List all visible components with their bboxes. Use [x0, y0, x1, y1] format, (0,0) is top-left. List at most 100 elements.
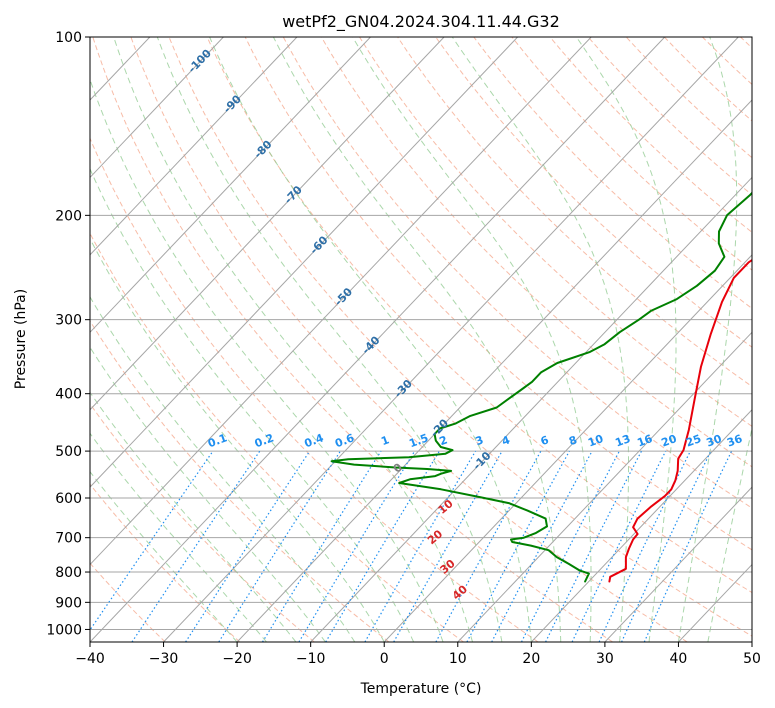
mixing-ratio-line — [643, 450, 733, 642]
mixing-ratio-line — [325, 450, 440, 642]
isotherms — [90, 37, 752, 642]
mixing-ratio-label: 6 — [539, 433, 551, 448]
x-tick-label: −30 — [149, 651, 179, 667]
isotherm-line — [604, 486, 752, 642]
y-tick-label: 1000 — [46, 622, 82, 638]
mixing-ratio-line — [393, 450, 503, 642]
x-axis-ticks: −40 −30 −20 −10 0 10 20 30 40 50 — [75, 642, 761, 667]
mixing-ratio-label: 30 — [705, 432, 724, 450]
mixing-ratio-label: 1.5 — [407, 431, 430, 450]
mixing-ratio-label: 4 — [500, 433, 512, 448]
mixing-ratio-label: 10 — [586, 432, 605, 450]
y-tick-label: 400 — [55, 387, 82, 403]
dry-adiabat-line — [168, 37, 752, 637]
dry-adiabat-line — [587, 37, 752, 196]
mixing-ratio-line — [571, 450, 667, 642]
moist-adiabat-line — [156, 37, 503, 642]
mixing-ratio-label: 25 — [684, 432, 703, 449]
isotherm-line — [530, 408, 752, 642]
mixing-ratio-line — [466, 450, 570, 642]
isobars — [90, 214, 752, 630]
mixing-ratio-label: 3 — [474, 433, 486, 448]
isotherm-line — [90, 37, 666, 642]
moist-adiabat-line — [90, 295, 356, 642]
dry-adiabat-line — [90, 137, 539, 642]
moist-adiabat-line — [90, 391, 297, 642]
mixing-ratio-label: 36 — [725, 432, 744, 450]
moist-adiabat-line — [90, 346, 326, 642]
dry-adiabats — [90, 37, 752, 642]
isotherm-line — [90, 37, 592, 566]
dry-adiabat-line — [206, 37, 752, 594]
chart-title: wetPf2_GN04.2024.304.11.44.G32 — [282, 12, 560, 32]
x-tick-label: −20 — [222, 651, 252, 667]
dry-adiabat-line — [359, 37, 752, 427]
x-tick-label: 0 — [380, 651, 389, 667]
isotherm-line — [90, 37, 224, 179]
temperature-profile-line — [608, 258, 752, 583]
y-tick-label: 500 — [55, 444, 82, 460]
mixing-ratio-line — [621, 450, 712, 642]
isotherm-line — [163, 37, 739, 642]
mixing-ratio-line — [435, 450, 542, 642]
y-axis-ticks: 100 200 300 400 500 600 700 800 900 1000 — [46, 30, 90, 638]
plot-area — [90, 37, 752, 642]
x-tick-label: 30 — [596, 651, 614, 667]
mixing-ratio-label: 0.2 — [253, 431, 276, 450]
mixing-ratio-label: 0.6 — [333, 431, 356, 450]
x-tick-label: 40 — [670, 651, 688, 667]
moist-adiabat-line — [90, 470, 238, 642]
y-axis-label: Pressure (hPa) — [13, 289, 29, 389]
mixing-ratio-label: 0.4 — [303, 431, 326, 450]
dry-adiabat-line — [90, 402, 315, 642]
moist-adiabat-line — [90, 237, 385, 642]
x-tick-label: −40 — [75, 651, 105, 667]
dry-adiabat-line — [244, 37, 752, 551]
mixing-ratio-label: 0.1 — [206, 431, 229, 450]
y-tick-label: 200 — [55, 208, 82, 224]
moist-adiabat-line — [90, 77, 444, 642]
dry-adiabat-line — [397, 37, 752, 388]
mixing-ratio-line — [90, 450, 214, 632]
x-axis-label: Temperature (°C) — [360, 681, 482, 697]
y-tick-label: 300 — [55, 313, 82, 329]
x-tick-label: 50 — [743, 651, 761, 667]
dry-adiabat-line — [473, 37, 752, 310]
mixing-ratio-label: 13 — [613, 432, 632, 449]
dry-adiabat-line — [90, 319, 390, 642]
mixing-ratio-label: 1 — [379, 433, 391, 448]
moist-adiabat-line — [113, 37, 473, 642]
mixing-ratio-line — [298, 450, 416, 642]
mixing-ratio-line — [218, 450, 341, 642]
isotherm-line — [90, 37, 445, 411]
dry-adiabat-line — [92, 37, 613, 642]
dry-adiabat-line — [90, 232, 464, 642]
isotherm-line — [90, 37, 298, 256]
y-tick-label: 800 — [55, 565, 82, 581]
mixing-ratio-label: 8 — [567, 433, 579, 448]
y-tick-label: 700 — [55, 531, 82, 547]
y-tick-label: 900 — [55, 595, 82, 611]
mixing-ratio-line — [364, 450, 477, 642]
moist-adiabat-line — [707, 426, 752, 642]
isotherm-line — [457, 331, 752, 642]
isotherm-line — [310, 176, 752, 642]
moist-adiabat-line — [209, 37, 532, 642]
isotherm-line — [90, 37, 371, 334]
moist-adiabat-line — [352, 37, 592, 642]
mixing-ratio-line — [261, 450, 382, 642]
isotherm-line — [90, 37, 519, 488]
moist-adiabat-line — [575, 37, 677, 642]
moist-adiabat-line — [90, 432, 267, 642]
plot-frame — [89, 36, 753, 643]
y-tick-label: 600 — [55, 491, 82, 507]
isotherm-line — [383, 254, 752, 642]
mixing-ratio-label: 2 — [438, 433, 450, 448]
x-tick-label: −10 — [296, 651, 326, 667]
y-tick-label: 100 — [55, 30, 82, 46]
dry-adiabat-line — [511, 37, 752, 271]
profile-series — [330, 191, 752, 583]
dewpoint-profile-line — [330, 191, 752, 583]
